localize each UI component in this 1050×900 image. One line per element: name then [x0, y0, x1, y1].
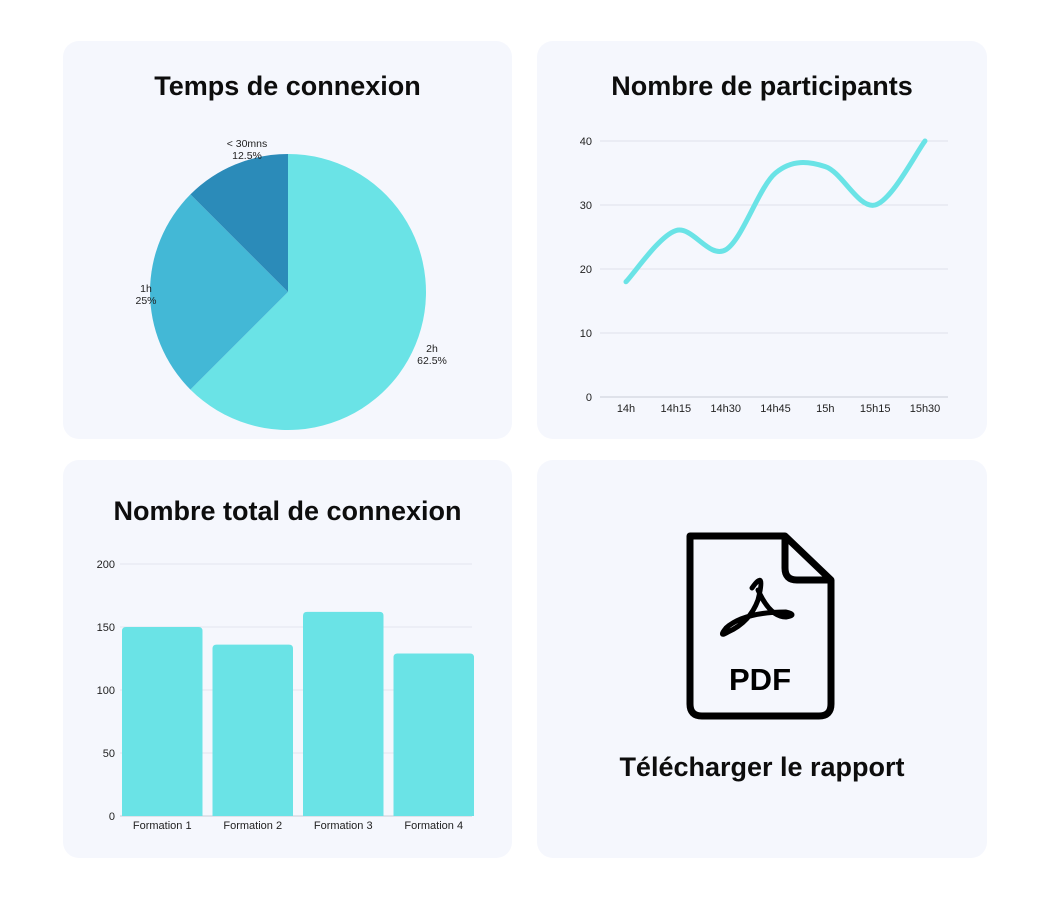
bar-chart: 0 50 100 150 200 Formation 1 Formation 2 Format… — [97, 559, 474, 832]
bar — [122, 627, 203, 816]
x-tick-label: Formation 4 — [404, 820, 463, 832]
x-tick-label: 14h30 — [710, 403, 741, 415]
pie-slice-label: 2h — [426, 343, 438, 355]
x-tick-label: Formation 3 — [314, 820, 373, 832]
participants-line — [623, 138, 928, 285]
y-tick-label: 0 — [586, 392, 592, 404]
x-tick-label: 15h — [816, 403, 834, 415]
pie-slice — [190, 154, 288, 292]
pie-title: Temps de connexion — [154, 71, 421, 101]
bar — [212, 644, 293, 816]
y-tick-label: 200 — [97, 559, 115, 571]
pie-slice-percent: 62.5% — [417, 355, 447, 367]
x-tick-label: Formation 2 — [223, 820, 282, 832]
y-tick-label: 100 — [97, 685, 115, 697]
download-report-card[interactable]: Télécharger le rapport — [537, 460, 987, 858]
bar — [303, 611, 384, 816]
y-tick-label: 40 — [580, 136, 592, 148]
y-tick-label: 0 — [109, 811, 115, 823]
y-tick-label: 50 — [103, 748, 115, 760]
x-tick-label: 15h30 — [910, 403, 941, 415]
y-tick-label: 150 — [97, 622, 115, 634]
pie-slice-percent: 25% — [135, 295, 156, 307]
x-tick-label: 14h15 — [661, 403, 692, 415]
line-title: Nombre de participants — [611, 71, 913, 101]
pie-slice — [150, 194, 288, 390]
download-report-label[interactable]: Télécharger le rapport — [619, 752, 905, 782]
pie-slice — [190, 154, 426, 430]
pie-slice-label: 1h — [140, 283, 152, 295]
pdf-icon-text: PDF — [729, 662, 791, 697]
line-chart: 0 10 20 30 40 14h 14h15 14h30 14h45 15h 15h15 15h30 — [580, 136, 948, 415]
pie-slice-percent: 12.5% — [232, 150, 262, 162]
y-tick-label: 20 — [580, 264, 592, 276]
x-tick-label: Formation 1 — [133, 820, 192, 832]
bar-title: Nombre total de connexion — [113, 496, 462, 526]
y-tick-label: 10 — [580, 328, 592, 340]
bar — [393, 653, 474, 816]
x-tick-label: 14h45 — [760, 403, 791, 415]
x-tick-label: 14h — [617, 403, 635, 415]
line-card: Nombre de participants — [537, 41, 987, 439]
x-tick-label: 15h15 — [860, 403, 891, 415]
pie-slice-label: < 30mns — [227, 138, 268, 150]
y-tick-label: 30 — [580, 200, 592, 212]
pdf-file-icon[interactable]: PDF — [686, 532, 835, 720]
